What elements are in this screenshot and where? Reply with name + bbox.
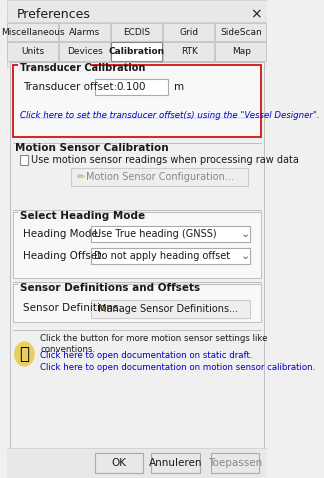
Text: Transducer Calibration: Transducer Calibration (19, 63, 145, 73)
Text: m: m (174, 82, 184, 92)
Text: Devices: Devices (67, 47, 103, 56)
FancyBboxPatch shape (163, 23, 214, 41)
FancyBboxPatch shape (95, 453, 144, 473)
Text: Motion Sensor Configuration...: Motion Sensor Configuration... (86, 172, 234, 182)
Text: Sensor Definitions:: Sensor Definitions: (23, 303, 122, 313)
Text: Select Heading Mode: Select Heading Mode (19, 211, 145, 221)
Text: Calibration: Calibration (109, 47, 165, 56)
FancyBboxPatch shape (7, 22, 267, 67)
Text: Sensor Definitions and Offsets: Sensor Definitions and Offsets (19, 283, 200, 293)
FancyBboxPatch shape (91, 248, 250, 264)
FancyBboxPatch shape (59, 42, 110, 61)
FancyBboxPatch shape (7, 23, 58, 41)
FancyBboxPatch shape (95, 79, 168, 95)
Text: Miscellaneous: Miscellaneous (1, 28, 64, 36)
FancyBboxPatch shape (13, 65, 261, 137)
FancyBboxPatch shape (71, 168, 248, 186)
Text: Use motion sensor readings when processing raw data: Use motion sensor readings when processi… (31, 155, 299, 165)
FancyBboxPatch shape (91, 226, 250, 242)
Text: Alarms: Alarms (69, 28, 100, 36)
FancyBboxPatch shape (163, 42, 214, 61)
FancyBboxPatch shape (211, 453, 259, 473)
Text: Toepassen: Toepassen (208, 458, 262, 468)
FancyBboxPatch shape (215, 42, 267, 61)
Text: SideScan: SideScan (220, 28, 262, 36)
Text: Heading Mode:: Heading Mode: (23, 229, 101, 239)
Text: Map: Map (232, 47, 251, 56)
FancyBboxPatch shape (19, 155, 28, 165)
Text: ⌄: ⌄ (241, 251, 250, 261)
Text: Motion Sensor Calibration: Motion Sensor Calibration (15, 143, 168, 153)
FancyBboxPatch shape (18, 211, 90, 219)
Text: Manage Sensor Definitions...: Manage Sensor Definitions... (98, 304, 237, 314)
Text: 0.100: 0.100 (117, 82, 146, 92)
FancyBboxPatch shape (7, 42, 58, 61)
Text: Click here to open documentation on static draft.: Click here to open documentation on stat… (40, 351, 253, 360)
FancyBboxPatch shape (18, 283, 107, 291)
Text: RTK: RTK (181, 47, 198, 56)
Text: ✏: ✏ (99, 304, 107, 314)
FancyBboxPatch shape (111, 23, 162, 41)
Text: 💡: 💡 (19, 345, 29, 363)
Text: Use True heading (GNSS): Use True heading (GNSS) (94, 229, 216, 239)
FancyBboxPatch shape (152, 453, 200, 473)
Circle shape (15, 342, 34, 366)
Text: Preferences: Preferences (16, 8, 90, 21)
FancyBboxPatch shape (13, 284, 261, 322)
Text: Click here to open documentation on motion sensor calibration.: Click here to open documentation on moti… (40, 363, 316, 372)
Text: Units: Units (21, 47, 44, 56)
Text: ✏: ✏ (77, 172, 85, 182)
Text: ECDIS: ECDIS (123, 28, 151, 36)
Text: Click here to set the transducer offset(s) using the "Vessel Designer".: Click here to set the transducer offset(… (19, 110, 319, 120)
FancyBboxPatch shape (7, 448, 267, 478)
Text: Heading Offset:: Heading Offset: (23, 251, 105, 261)
Text: OK: OK (112, 458, 127, 468)
Text: ⌄: ⌄ (241, 229, 250, 239)
FancyBboxPatch shape (91, 300, 250, 318)
Text: Click the button for more motion sensor settings like conventions.: Click the button for more motion sensor … (40, 334, 268, 354)
FancyBboxPatch shape (215, 23, 267, 41)
FancyBboxPatch shape (7, 0, 267, 22)
Text: ×: × (250, 7, 262, 21)
FancyBboxPatch shape (13, 212, 261, 278)
Text: Transducer offset:: Transducer offset: (23, 82, 117, 92)
Text: Annuleren: Annuleren (149, 458, 202, 468)
FancyBboxPatch shape (111, 42, 162, 61)
FancyBboxPatch shape (18, 64, 90, 72)
Text: Grid: Grid (179, 28, 199, 36)
Text: Do not apply heading offset: Do not apply heading offset (94, 251, 230, 261)
FancyBboxPatch shape (10, 62, 264, 464)
FancyBboxPatch shape (59, 23, 110, 41)
